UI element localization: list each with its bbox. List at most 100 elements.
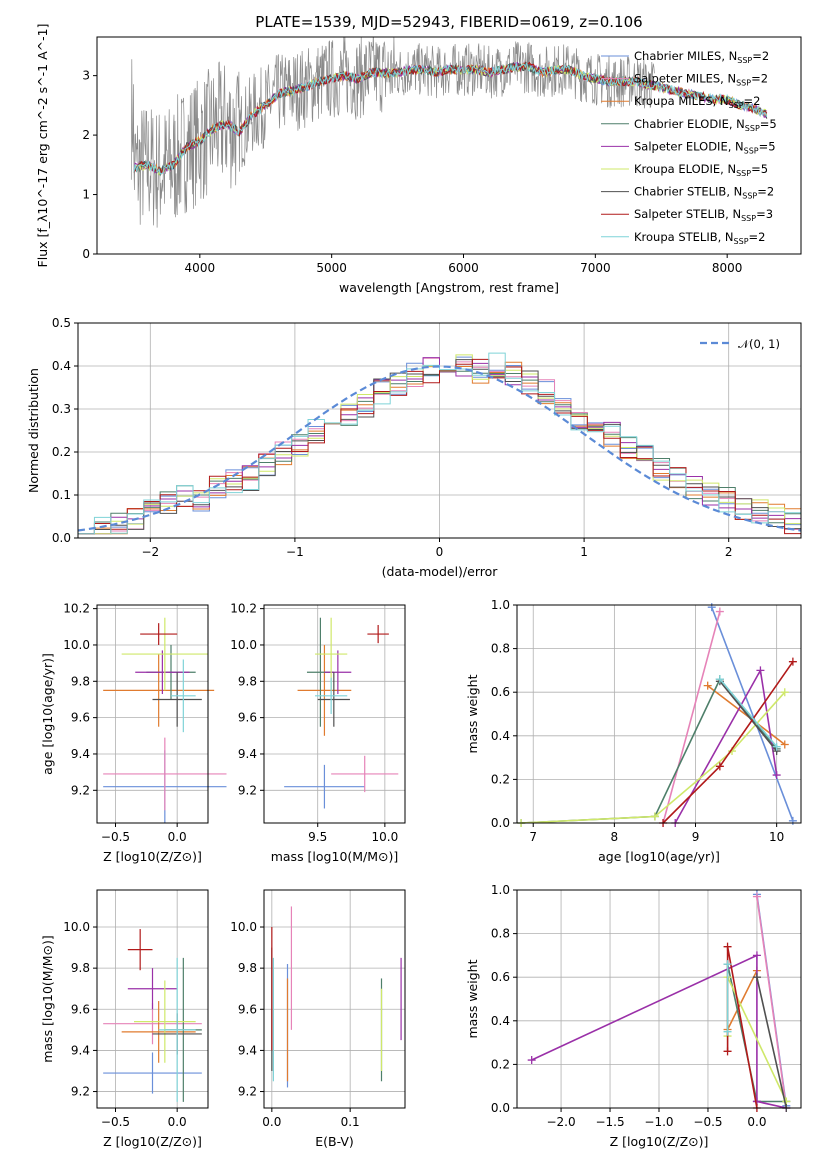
- x-tick-label: 2: [725, 545, 733, 559]
- series-KrE: [521, 691, 786, 824]
- y-tick-label: 10.0: [63, 638, 90, 652]
- normal-curve: [77, 365, 802, 532]
- mass-vs-EBV-axes: 0.0 0.1 9.2 9.4 9.6 9.8 10.0 E(B-V): [230, 890, 405, 1149]
- y-tick-label: 10.0: [63, 920, 90, 934]
- x-tick-label: 0.0: [747, 1115, 766, 1129]
- x-tick-label: −2.0: [546, 1115, 575, 1129]
- x-tick-label: 0.0: [262, 1115, 281, 1129]
- y-tick-label: 1.0: [491, 598, 510, 612]
- legend-suffix: =2: [752, 49, 769, 63]
- x-tick-label: 7000: [580, 261, 611, 275]
- y-tick-label: 10.0: [230, 638, 257, 652]
- legend-suffix: =2: [757, 185, 774, 199]
- y-tick-label: 9.4: [238, 747, 257, 761]
- y-tick-label: 9.6: [238, 711, 257, 725]
- y-tick-label: 0.8: [491, 927, 510, 941]
- y-tick-label: 9.2: [238, 783, 257, 797]
- legend-label: Chabrier STELIB, NSSP=2: [634, 185, 774, 201]
- mass-vs-EBV-plot: [271, 906, 402, 1088]
- y-axis-label: Normed distribution: [26, 368, 41, 493]
- y-tick-label: 0.6: [491, 970, 510, 984]
- legend-label: Chabrier MILES, NSSP=2: [634, 49, 769, 65]
- y-axis-label: mass [log10(M/M⊙)]: [40, 935, 55, 1063]
- spectrum-axes: 4000 5000 6000 7000 8000 0 1 2 3 wavelength [Angs…: [35, 24, 742, 295]
- marker-KrS: [715, 675, 724, 684]
- y-tick-label: 0.8: [491, 642, 510, 656]
- y-tick-label: 0.3: [52, 402, 71, 416]
- x-axis-label: Z [log10(Z/Z⊙)]: [103, 849, 202, 864]
- y-tick-label: 9.4: [71, 1043, 90, 1057]
- x-tick-label: 10: [769, 830, 784, 844]
- legend-suffix: =3: [756, 207, 773, 221]
- x-tick-label: 5000: [316, 261, 347, 275]
- weight-vs-age-frame: [516, 604, 802, 824]
- x-axis-label: mass [log10(M/M⊙)]: [271, 849, 399, 864]
- series-ChM: [710, 606, 794, 822]
- x-tick-label: 0.0: [168, 830, 187, 844]
- hist-SaS: [78, 358, 801, 535]
- age-vs-mass-axes: 9.5 10.0 9.2 9.4 9.6 9.8 10.0 10.2 mass [log10(M…: [230, 602, 405, 864]
- hist-legend: 𝒩(0, 1): [700, 337, 780, 351]
- legend-label: Salpeter STELIB, NSSP=3: [634, 207, 773, 223]
- x-tick-label: 4000: [185, 261, 216, 275]
- marker-SaE: [527, 1056, 536, 1065]
- y-tick-label: 0.2: [491, 772, 510, 786]
- y-tick-label: 1: [82, 188, 90, 202]
- weight-vs-age-axes: 7 8 9 10 0.0 0.2 0.4 0.6 0.8 1.0 age [log10(age/yr…: [465, 598, 801, 864]
- y-tick-label: 9.2: [238, 1085, 257, 1099]
- y-tick-label: 1.0: [491, 883, 510, 897]
- data-spectrum: [130, 37, 655, 228]
- y-tick-label: 9.8: [71, 674, 90, 688]
- x-tick-label: 1: [580, 545, 588, 559]
- x-tick-label: 10.0: [371, 830, 398, 844]
- legend-subscript: SSP: [742, 192, 757, 201]
- hist-frame: [77, 322, 802, 539]
- y-tick-label: 0.2: [491, 1057, 510, 1071]
- marker-KrS: [723, 1027, 732, 1036]
- x-tick-label: 0.1: [341, 1115, 360, 1129]
- y-tick-label: 9.4: [71, 747, 90, 761]
- x-tick-label: −1.5: [595, 1115, 624, 1129]
- series-SaS: [726, 946, 758, 1109]
- spectrum-legend: Chabrier MILES, NSSP=2 Salpeter MILES, NS…: [601, 49, 777, 246]
- marker-ChM: [788, 816, 797, 825]
- x-tick-label: −1.0: [644, 1115, 673, 1129]
- mass-vs-Z-axes: −0.5 0.0 9.2 9.4 9.6 9.8 10.0 Z [log10(Z/Z⊙)] ma…: [40, 890, 208, 1149]
- y-tick-label: 0.6: [491, 685, 510, 699]
- mass-vs-Z-plot: [103, 929, 202, 1102]
- spectrum-frame: [96, 36, 802, 255]
- x-tick-label: 8000: [712, 261, 743, 275]
- x-tick-label: −0.5: [693, 1115, 722, 1129]
- y-tick-label: 9.6: [238, 1002, 257, 1016]
- y-tick-label: 0.4: [491, 1014, 510, 1028]
- x-tick-label: 9: [692, 830, 700, 844]
- mass-vs-EBV-frame: [263, 889, 406, 1109]
- series-KrS: [719, 678, 778, 748]
- legend-subscript: SSP: [745, 124, 760, 133]
- y-axis-label: Flux [f_λ10^-17 erg cm^-2 s^-1 A^-1]: [35, 24, 50, 268]
- x-tick-label: 0.0: [168, 1115, 187, 1129]
- y-tick-label: 10.2: [63, 602, 90, 616]
- weight-vs-age-plot: [517, 603, 797, 827]
- legend-subscript: SSP: [734, 237, 749, 246]
- y-axis-label: mass weight: [465, 959, 480, 1038]
- x-axis-label: Z [log10(Z/Z⊙)]: [103, 1134, 202, 1149]
- marker-KrM: [780, 740, 789, 749]
- marker-KrM: [703, 681, 712, 690]
- legend-subscript: SSP: [741, 214, 756, 223]
- spectrum-plot: [130, 37, 768, 228]
- x-tick-label: 6000: [448, 261, 479, 275]
- y-tick-label: 9.8: [238, 674, 257, 688]
- weight-vs-Z-frame: [516, 889, 802, 1109]
- legend-subscript: SSP: [729, 101, 744, 110]
- marker-SaE: [772, 771, 781, 780]
- x-tick-label: −2: [141, 545, 159, 559]
- marker-SaE: [756, 666, 765, 675]
- legend-label: Kroupa STELIB, NSSP=2: [634, 230, 765, 246]
- x-axis-label: (data-model)/error: [382, 564, 499, 579]
- age-vs-mass-plot: [284, 617, 399, 809]
- y-tick-label: 0.1: [52, 488, 71, 502]
- marker-SaM: [715, 607, 724, 616]
- y-axis-label: age [log10(age/yr)]: [40, 653, 55, 775]
